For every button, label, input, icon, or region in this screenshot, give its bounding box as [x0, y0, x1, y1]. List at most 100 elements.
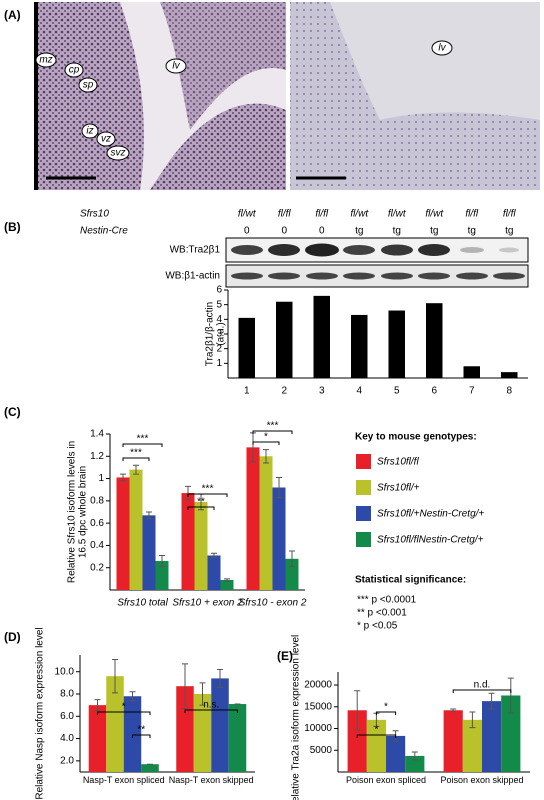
cre-status: tg	[505, 226, 513, 237]
significance-bracket	[375, 711, 397, 715]
bar	[194, 501, 208, 590]
region-label: iz	[86, 126, 93, 137]
bar	[285, 558, 299, 590]
x-tick-label: 5	[394, 386, 400, 397]
panel-label: (D)	[4, 630, 21, 644]
y-tick-label: 4	[216, 314, 222, 325]
error-bar	[120, 473, 126, 482]
x-tick-label-box: Nasp-T exon skipped	[168, 775, 254, 785]
significance-label: ***	[267, 421, 279, 432]
panel-label: (B)	[4, 220, 21, 234]
error-bar	[129, 691, 136, 702]
y-tick-label: 0.8	[90, 495, 104, 506]
bar	[238, 317, 255, 378]
bar	[443, 710, 463, 772]
region-label: cp	[69, 65, 80, 76]
error-bar	[224, 578, 230, 582]
bar	[193, 694, 212, 772]
cre-status: 0	[281, 226, 287, 237]
bar	[123, 696, 142, 772]
label-bubble	[35, 52, 57, 68]
x-tick-label: 7	[469, 386, 475, 397]
error-bar	[133, 464, 139, 475]
y-tick-label: 5	[216, 299, 222, 310]
error-bar	[263, 449, 269, 464]
legend-label: Sfrs10fl/flNestin-Cretg/+	[377, 535, 484, 546]
y-tick-label: 8.0	[60, 689, 74, 700]
error-bar	[507, 677, 514, 714]
row-header: Nestin-Cre	[80, 226, 128, 237]
error-bar	[185, 485, 191, 501]
y-tick-label: 10000	[304, 723, 332, 734]
error-bar	[159, 554, 165, 568]
region-label: sp	[83, 80, 94, 91]
significance-bracket	[452, 689, 512, 693]
significance-bracket	[252, 430, 293, 434]
significance-title: Statistical significance:	[355, 575, 466, 586]
bar	[220, 579, 234, 590]
error-bar	[112, 658, 118, 694]
significance-label: **	[197, 497, 205, 508]
bar	[181, 493, 195, 590]
significance-bracket	[184, 709, 238, 713]
y-tick-label: 15000	[304, 701, 332, 712]
bar	[426, 303, 443, 378]
legend-swatch	[356, 454, 371, 469]
y-tick-label: 5000	[310, 745, 333, 756]
legend-swatch	[356, 506, 371, 521]
y-tick-label: 1.2	[90, 451, 104, 462]
y-tick-label: 6	[216, 285, 222, 296]
significance-label: ***	[202, 484, 214, 495]
panel-label: (C)	[4, 405, 21, 419]
x-tick-label: Nasp-T exon spliced	[82, 775, 165, 785]
legend-label: Sfrs10fl/fl	[377, 457, 419, 468]
significance-label: n.s.	[203, 700, 219, 711]
region-label: mz	[39, 55, 52, 66]
bar	[116, 477, 130, 590]
bar	[501, 695, 521, 772]
x-tick-label: Sfrs10 total	[117, 598, 168, 609]
region-label: lv	[438, 43, 446, 54]
bar	[259, 456, 273, 590]
bar	[386, 735, 406, 772]
x-tick-label: 6	[431, 386, 437, 397]
bar	[207, 555, 221, 590]
cre-status: tg	[355, 226, 363, 237]
bar	[482, 701, 502, 772]
y-axis-label: Relative Nasp isoform expression level	[35, 627, 46, 799]
significance-line: ** p <0.001	[357, 608, 407, 619]
cre-status: tg	[430, 226, 438, 237]
y-tick-label: 0.2	[90, 562, 104, 573]
genotype: fl/fl	[503, 209, 517, 220]
x-tick-label-box: Poison exon skipped	[440, 775, 523, 785]
x-tick-label: 3	[319, 386, 325, 397]
genotype: fl/wt	[238, 209, 257, 220]
cre-status: 0	[244, 226, 250, 237]
bar	[272, 487, 286, 590]
x-tick-label: Nasp-T exon skipped	[168, 775, 254, 785]
significance-label: *	[264, 432, 268, 443]
cre-status: 0	[319, 226, 325, 237]
cre-status: tg	[468, 226, 476, 237]
legend-label: Sfrs10fl/+Nestin-Cretg/+	[377, 509, 484, 520]
significance-bracket	[132, 734, 151, 738]
label-bubble	[165, 58, 187, 74]
legend-swatch	[356, 480, 371, 495]
bar	[88, 705, 107, 772]
y-tick-label: 1.4	[90, 429, 104, 440]
label-bubble	[64, 62, 84, 78]
significance-bracket	[356, 734, 397, 738]
error-bar	[276, 476, 282, 499]
row-header: Sfrs10	[80, 209, 109, 220]
bar	[388, 310, 405, 378]
y-axis-label: (a.u.)	[216, 322, 227, 345]
significance-label: n.d.	[474, 680, 491, 691]
significance-bracket	[122, 443, 163, 447]
bar	[347, 710, 367, 772]
bar	[462, 719, 482, 772]
legend-label: Sfrs10fl/+	[377, 483, 420, 494]
significance-bracket	[252, 441, 280, 445]
x-tick-label: Sfrs10 - exon 2	[239, 598, 307, 609]
bar	[313, 295, 330, 378]
